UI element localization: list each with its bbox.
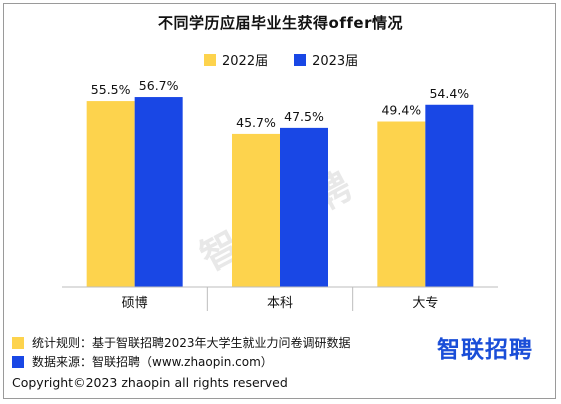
data-label: 54.4% <box>429 86 469 101</box>
data-label: 49.4% <box>381 103 421 118</box>
legend-swatch-2022 <box>204 53 216 66</box>
note-source: 数据来源：智联招聘（www.zhaopin.com） <box>12 353 273 370</box>
x-tick-label: 硕博 <box>122 296 148 311</box>
data-label: 47.5% <box>284 109 324 124</box>
x-tick-label: 大专 <box>412 296 438 311</box>
legend: 2022届 2023届 <box>204 50 358 69</box>
bar-大专-2023届 <box>425 104 474 287</box>
data-label: 56.7% <box>139 78 179 93</box>
bar-硕博-2022届 <box>86 101 135 287</box>
note-swatch-yellow <box>12 336 24 349</box>
bar-本科-2023届 <box>280 127 328 287</box>
data-label: 55.5% <box>91 82 131 97</box>
bar-本科-2022届 <box>232 133 280 287</box>
zhaopin-logo: 智联招聘 <box>437 337 533 363</box>
data-label: 45.7% <box>236 115 276 130</box>
chart-title: 不同学历应届毕业生获得offer情况 <box>158 14 403 32</box>
x-tick-label: 本科 <box>267 296 293 311</box>
note-method-text: 统计规则：基于智联招聘2023年大学生就业力问卷调研数据 <box>32 336 351 350</box>
legend-swatch-2023 <box>294 53 307 66</box>
note-method: 统计规则：基于智联招聘2023年大学生就业力问卷调研数据 <box>12 334 351 351</box>
copyright-text: Copyright©2023 zhaopin all rights reserv… <box>12 375 288 390</box>
legend-item-2023: 2023届 <box>294 50 358 69</box>
note-source-text: 数据来源：智联招聘（www.zhaopin.com） <box>32 355 273 369</box>
bar-大专-2022届 <box>377 121 426 287</box>
note-swatch-blue <box>12 355 24 368</box>
legend-item-2022: 2022届 <box>204 50 268 69</box>
legend-label-2023: 2023届 <box>312 54 359 69</box>
bar-硕博-2023届 <box>134 97 183 288</box>
legend-label-2022: 2022届 <box>222 54 269 69</box>
